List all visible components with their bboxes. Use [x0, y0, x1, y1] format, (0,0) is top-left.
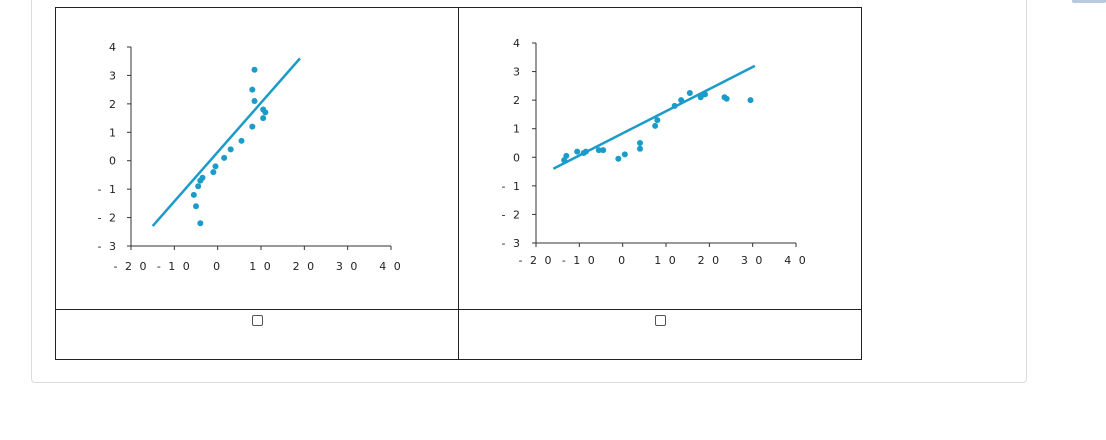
data-point: [671, 102, 678, 109]
data-point: [563, 152, 570, 159]
x-tick-label: 4 0: [784, 254, 808, 267]
trendline: [151, 57, 301, 227]
x-tick-label: 4 0: [379, 260, 403, 273]
data-point: [702, 91, 708, 98]
y-tick-label: 4: [109, 41, 118, 54]
data-point: [747, 97, 754, 104]
y-tick-label: 1: [513, 123, 522, 136]
data-point: [686, 90, 693, 96]
data-point: [249, 86, 256, 93]
data-point: [697, 94, 704, 101]
y-tick-label: - 3: [98, 240, 118, 253]
data-point: [199, 174, 206, 181]
x-tick-label: - 1 0: [157, 260, 192, 273]
option-a-checkbox[interactable]: [251, 315, 263, 326]
data-point: [238, 137, 245, 144]
checkbox-row: [55, 309, 862, 360]
x-tick-label: - 1 0: [562, 254, 597, 267]
x-tick-label: 3 0: [741, 254, 765, 267]
y-tick-label: 1: [109, 126, 118, 139]
data-point: [197, 220, 204, 227]
y-tick-label: - 1: [98, 183, 118, 196]
data-point: [212, 163, 219, 170]
y-tick-label: 2: [109, 98, 118, 111]
y-tick-label: - 3: [502, 237, 522, 250]
y-tick-label: 3: [109, 69, 118, 82]
x-tick-label: - 2 0: [114, 260, 149, 273]
x-tick-label: 2 0: [698, 254, 722, 267]
scatter-plot-b: - 2 0 - 1 0 0 1 0 2 0 3 0 4 0 4 3 2 1 0 - 1 - 2 - 3: [502, 37, 808, 267]
option-a-checkbox-cell: [55, 309, 459, 360]
data-point: [193, 203, 199, 210]
x-tick-label: 2 0: [293, 260, 317, 273]
option-b-chart-cell: - 2 0 - 1 0 0 1 0 2 0 3 0 4 0 4 3 2 1 0 - 1 - 2 - 3: [458, 7, 862, 310]
x-tick-label: 3 0: [336, 260, 360, 273]
data-point: [637, 140, 643, 146]
x-tick-label: 1 0: [249, 260, 273, 273]
data-point: [615, 155, 622, 162]
data-point: [227, 146, 234, 153]
x-tick-label: 1 0: [654, 254, 678, 267]
data-point: [595, 147, 602, 154]
y-tick-label: 0: [513, 151, 522, 164]
data-point: [637, 145, 643, 152]
data-point: [260, 106, 267, 113]
option-b-checkbox[interactable]: [654, 315, 666, 326]
data-point: [582, 148, 589, 155]
y-tick-label: - 1: [502, 180, 522, 193]
scroll-indicator: [1072, 0, 1106, 3]
x-tick-label: 0: [618, 254, 627, 267]
data-point: [221, 154, 228, 161]
option-a-chart-cell: - 2 0 - 1 0 0 1 0 2 0 3 0 4 0 4 3 2 1 0 - 1 - 2 - 3: [55, 7, 459, 310]
data-point: [249, 123, 256, 130]
x-tick-label: 0: [213, 260, 222, 273]
data-point: [574, 148, 581, 155]
y-tick-label: - 2: [502, 208, 522, 221]
data-point: [251, 98, 258, 105]
data-point: [678, 97, 685, 104]
data-point: [621, 151, 628, 158]
data-point: [600, 147, 607, 154]
data-point: [195, 183, 202, 190]
option-b-checkbox-cell: [458, 309, 862, 360]
data-point: [652, 122, 659, 129]
data-point: [654, 117, 661, 124]
answer-options-table: - 2 0 - 1 0 0 1 0 2 0 3 0 4 0 4 3 2 1 0 - 1 - 2 - 3 - …: [55, 7, 862, 360]
data-point: [251, 66, 258, 73]
data-point: [210, 169, 217, 176]
y-tick-label: - 2: [98, 212, 118, 225]
data-point: [190, 191, 197, 198]
y-tick-label: 2: [513, 94, 522, 107]
y-tick-label: 3: [513, 66, 522, 79]
y-tick-label: 0: [109, 155, 118, 168]
scatter-plot-a: - 2 0 - 1 0 0 1 0 2 0 3 0 4 0 4 3 2 1 0 - 1 - 2 - 3: [98, 41, 403, 273]
y-tick-label: 4: [513, 37, 522, 50]
data-point: [723, 95, 730, 102]
chart-row: - 2 0 - 1 0 0 1 0 2 0 3 0 4 0 4 3 2 1 0 - 1 - 2 - 3 - …: [55, 7, 862, 310]
x-tick-label: - 2 0: [519, 254, 554, 267]
data-point: [260, 115, 267, 122]
